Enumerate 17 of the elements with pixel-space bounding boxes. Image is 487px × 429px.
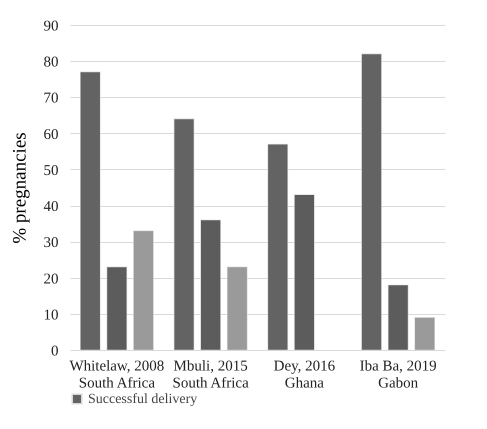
legend-label: Successful delivery	[88, 392, 198, 407]
y-tick-label: 30	[44, 235, 58, 252]
y-tick-label: 90	[44, 18, 58, 34]
x-tick-label: Mbuli, 2015 South Africa	[172, 358, 250, 392]
x-tick-label: Dey, 2016 Ghana	[274, 358, 336, 392]
y-tick-label: 20	[44, 271, 58, 288]
y-tick-label: 70	[44, 90, 58, 107]
y-tick-label: 10	[44, 307, 58, 324]
y-axis-title: % pregnancies	[10, 132, 30, 244]
y-tick-label: 60	[44, 126, 58, 143]
y-tick-label: 0	[51, 344, 58, 360]
y-tick-label: 80	[44, 54, 58, 71]
x-tick-label: Iba Ba, 2019 Gabon	[360, 358, 437, 392]
x-tick-label: Whitelaw, 2008 South Africa	[69, 358, 164, 392]
bar	[414, 317, 435, 350]
y-tick-label: 50	[44, 162, 58, 179]
y-tick-label: 40	[44, 199, 58, 216]
